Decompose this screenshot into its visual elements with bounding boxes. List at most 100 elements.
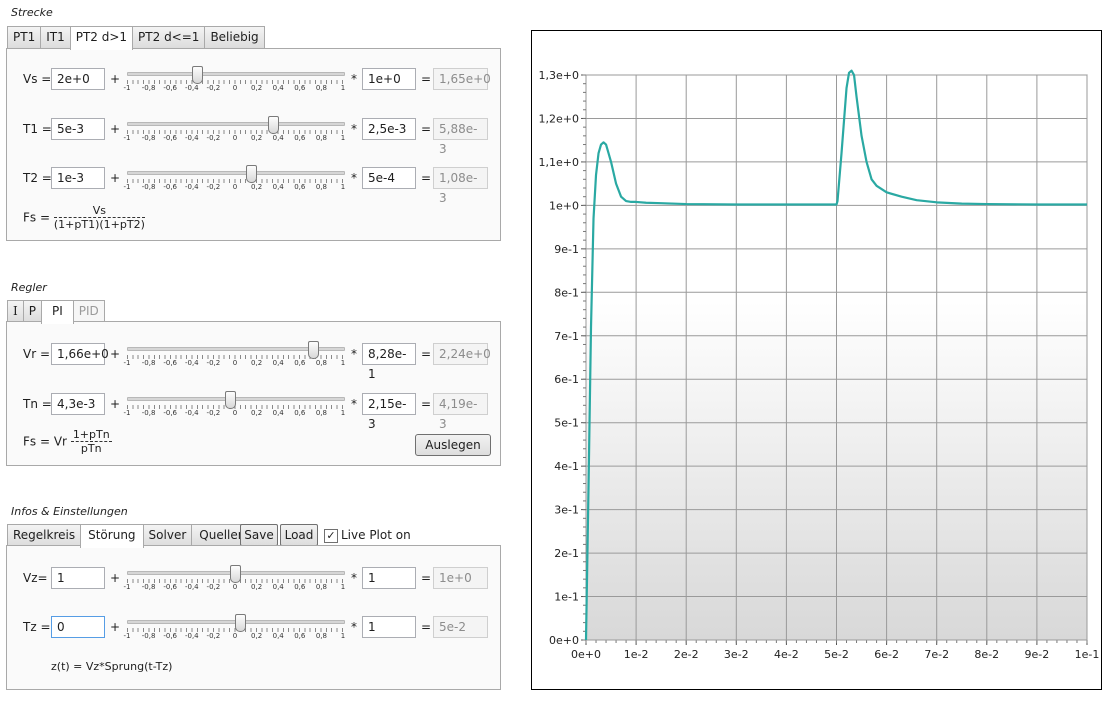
t2-input[interactable]: 1e-3 (51, 167, 105, 189)
slider-thumb[interactable] (230, 565, 241, 583)
t1-factor-input[interactable]: 2,5e-3 (362, 118, 416, 140)
tz-input[interactable]: 0 (51, 616, 105, 638)
tab-pi[interactable]: PI (41, 300, 74, 324)
slider-track[interactable] (127, 122, 345, 126)
vr-label: Vr = (23, 347, 51, 361)
vz-times: * (351, 571, 357, 585)
strecke-title: Strecke (11, 6, 53, 19)
slider-tick-label: -1 (123, 583, 131, 591)
vr-input[interactable]: 1,66e+0 (51, 343, 109, 365)
x-tick-label: 1e-1 (1075, 648, 1100, 661)
vr-slider[interactable]: -1 -0,8 -0,6 -0,4 -0,2 0 0,2 0,4 0,6 0,8 1 (124, 341, 346, 367)
tab-beliebig[interactable]: Beliebig (204, 26, 265, 48)
slider-track[interactable] (127, 397, 345, 401)
save-button[interactable]: Save (240, 524, 278, 546)
slider-tick-label: -0,8 (141, 183, 156, 191)
vs-slider[interactable]: -1 -0,8 -0,6 -0,4 -0,2 0 0,2 0,4 0,6 0,8 1 (124, 66, 345, 92)
x-tick-label: 5e-2 (824, 648, 849, 661)
slider-tick-label: 1 (340, 359, 346, 367)
slider-track[interactable] (127, 347, 345, 351)
tz-factor-input[interactable]: 1 (362, 616, 416, 638)
slider-track[interactable] (127, 72, 345, 76)
vs-equals: = (421, 72, 432, 86)
auslegen-button[interactable]: Auslegen (415, 434, 491, 456)
slider-tick-label: 0,6 (294, 583, 306, 591)
tab-pt2-d-gt-1[interactable]: PT2 d>1 (69, 26, 134, 50)
slider-thumb[interactable] (235, 614, 247, 632)
vr-factor-input[interactable]: 8,28e-1 (362, 343, 416, 381)
slider-tick-label: 0 (232, 134, 238, 142)
y-tick-label: 7e-1 (554, 330, 579, 343)
tab-p[interactable]: P (22, 300, 42, 322)
regler-formula-numerator: 1+pTn (70, 428, 112, 442)
series-line-y(t) (584, 69, 1087, 641)
tn-slider[interactable]: -1 -0,8 -0,6 -0,4 -0,2 0 0,2 0,4 0,6 0,8 1 (124, 391, 345, 417)
slider-thumb[interactable] (267, 116, 279, 134)
t1-slider[interactable]: -1 -0,8 -0,6 -0,4 -0,2 0 0,2 0,4 0,6 0,8 1 (124, 116, 346, 144)
x-tick-label: 2e-2 (674, 648, 699, 661)
slider-tick-label: 0,2 (251, 84, 263, 92)
vz-input[interactable]: 1 (51, 567, 105, 589)
regler-formula: Fs = Vr 1+pTn pTn (23, 428, 112, 455)
tz-slider[interactable]: -1 -0,8 -0,6 -0,4 -0,2 0 0,2 0,4 0,6 0,8 1 (124, 614, 346, 640)
slider-tick-label: 0 (232, 84, 238, 92)
vs-label: Vs = (23, 72, 52, 86)
slider-tick-label: -0,6 (163, 583, 178, 591)
vr-plus: + (110, 347, 121, 361)
x-tick-label: 0e+0 (571, 648, 601, 661)
slider-tick-label: 0,4 (272, 84, 284, 92)
slider-tick-label: 1 (340, 134, 346, 142)
slider-tick-label: -0,6 (163, 632, 178, 640)
y-tick-label: 6e-1 (554, 373, 579, 386)
tn-label: Tn = (23, 397, 52, 411)
vz-slider[interactable]: -1 -0,8 -0,6 -0,4 -0,2 0 0,2 0,4 0,6 0,8 1 (123, 565, 345, 591)
y-tick-label: 2e-1 (554, 547, 579, 560)
y-tick-label: 9e-1 (554, 243, 579, 256)
y-tick-label: 8e-1 (554, 286, 579, 299)
slider-track[interactable] (127, 171, 345, 175)
slider-tick-label: 1 (340, 632, 346, 640)
slider-thumb[interactable] (224, 391, 236, 409)
live-plot-checkbox[interactable]: ✓ (324, 529, 338, 543)
slider-tick-label: -0,8 (141, 409, 156, 417)
tab-it1[interactable]: IT1 (40, 26, 71, 48)
slider-tick-label: 0,2 (251, 183, 263, 191)
slider-tick-label: -0,2 (206, 409, 221, 417)
slider-tick-label: 0,4 (272, 359, 284, 367)
slider-tick-label: 0,6 (294, 632, 306, 640)
regler-formula-prefix: Fs = Vr (23, 434, 67, 449)
y-tick-label: 5e-1 (554, 417, 579, 430)
slider-ticks (127, 405, 345, 409)
slider-tick-label: -0,8 (141, 583, 156, 591)
slider-thumb[interactable] (307, 341, 319, 359)
slider-tick-label: 0,6 (294, 409, 306, 417)
slider-tick-label: -0,2 (206, 183, 221, 191)
slider-tick-label: 0,4 (272, 583, 284, 591)
slider-thumb[interactable] (192, 66, 204, 84)
tab-i[interactable]: I (7, 300, 24, 322)
tn-input[interactable]: 4,3e-3 (51, 393, 105, 415)
vs-factor-input[interactable]: 1e+0 (362, 68, 416, 90)
tab-regelkreis[interactable]: Regelkreis (7, 524, 82, 546)
t2-factor-input[interactable]: 5e-4 (362, 167, 416, 189)
slider-tick-label: 0,8 (315, 632, 327, 640)
tab-solver[interactable]: Solver (142, 524, 193, 546)
load-button[interactable]: Load (280, 524, 318, 546)
vs-input[interactable]: 2e+0 (51, 68, 105, 90)
vz-factor-input[interactable]: 1 (362, 567, 416, 589)
tab-stoerung[interactable]: Störung (80, 524, 144, 548)
vs-result: 1,65e+0 (433, 68, 491, 90)
tab-pid[interactable]: PID (72, 300, 105, 322)
tab-pt1[interactable]: PT1 (7, 26, 42, 48)
t2-slider[interactable]: -1 -0,8 -0,6 -0,4 -0,2 0 0,2 0,4 0,6 0,8 1 (123, 165, 345, 191)
slider-tick-label: -0,2 (206, 583, 221, 591)
t1-input[interactable]: 5e-3 (51, 118, 105, 140)
t2-result: 1,08e-3 (433, 167, 488, 205)
tn-factor-input[interactable]: 2,15e-3 (362, 393, 416, 431)
slider-tick-labels: -1 -0,8 -0,6 -0,4 -0,2 0 0,2 0,4 0,6 0,8 1 (124, 134, 346, 144)
slider-thumb[interactable] (246, 165, 258, 183)
slider-tick-label: -1 (123, 183, 131, 191)
tab-pt2-d-le-1[interactable]: PT2 d<=1 (132, 26, 206, 48)
vr-equals: = (421, 347, 432, 361)
t1-times: * (351, 122, 357, 136)
